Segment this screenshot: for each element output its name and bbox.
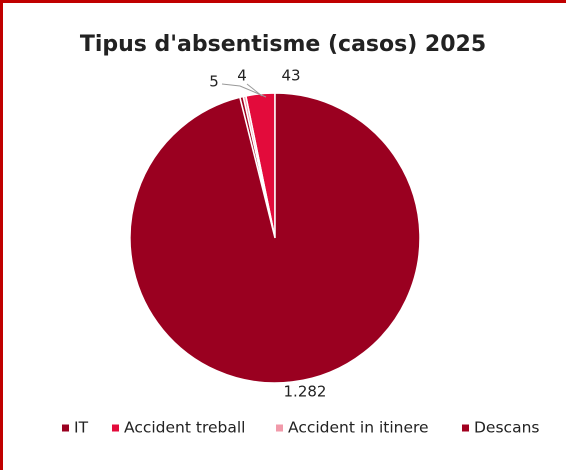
legend-label: Descans [474,419,539,437]
legend-label: Accident in itinere [288,419,429,437]
data-label: 5 [209,73,219,91]
legend-label: IT [74,419,89,437]
data-label: 43 [281,67,300,85]
legend-swatch [462,424,469,432]
legend-label: Accident treball [124,419,245,437]
pie-slice [129,92,421,384]
legend-swatch [62,424,69,432]
chart-title: Tipus d'absentisme (casos) 2025 [80,32,486,57]
data-label: 4 [237,67,247,85]
data-label: 1.282 [284,383,327,401]
legend-swatch [276,424,283,432]
leader-line [221,83,267,98]
legend-swatch [112,424,119,432]
